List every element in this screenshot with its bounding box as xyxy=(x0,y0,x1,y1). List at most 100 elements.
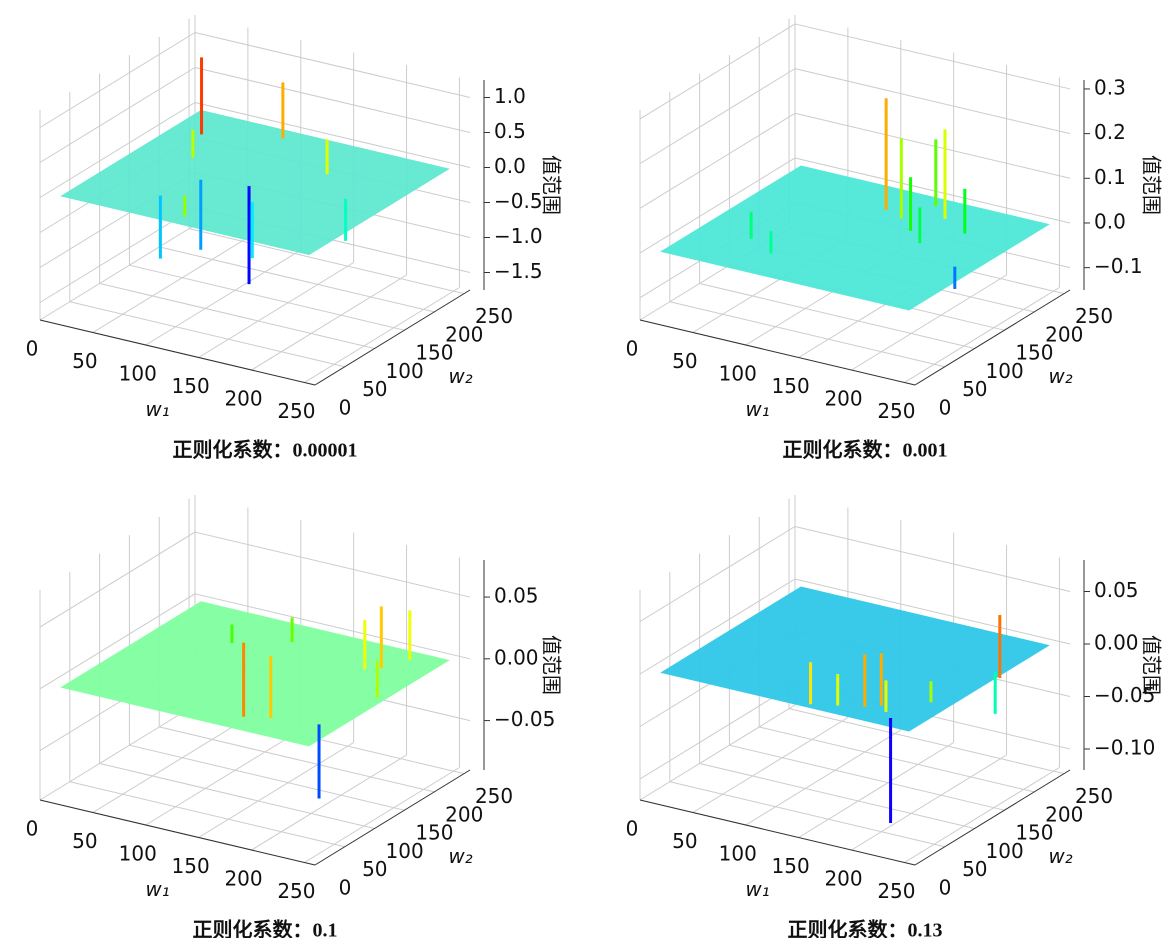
grid-line xyxy=(39,593,196,690)
grid-line xyxy=(798,742,954,838)
x-axis xyxy=(39,799,316,866)
grid-line xyxy=(699,762,975,829)
y-tick-label: 250 xyxy=(1075,784,1113,808)
x-tick-label: 250 xyxy=(877,399,915,423)
z-tick-label: 0.05 xyxy=(1094,578,1139,602)
y-tick-label: 0 xyxy=(939,876,952,900)
grid-line xyxy=(759,726,1035,793)
y-tick-label: 0 xyxy=(939,396,952,420)
grid-line xyxy=(39,67,196,163)
z-axis-label: 值范围 xyxy=(1140,635,1164,695)
y-tick-label: 50 xyxy=(962,377,987,401)
y-tick-label: 200 xyxy=(445,322,483,346)
y-tick-label: 50 xyxy=(362,377,387,401)
x-axis-label: w₁ xyxy=(145,877,169,901)
y-axis xyxy=(314,769,471,866)
z-tick-label: 0.05 xyxy=(494,584,539,608)
grid-line xyxy=(39,102,196,198)
y-tick-label: 200 xyxy=(1045,802,1083,826)
grid-line xyxy=(159,246,435,313)
grid-line xyxy=(729,744,1005,811)
y-tick-label: 150 xyxy=(415,821,453,845)
grid-line xyxy=(39,207,196,303)
x-tick-label: 250 xyxy=(877,879,915,903)
z-tick-label: −1.0 xyxy=(494,224,543,248)
y-axis-label: w₂ xyxy=(448,364,472,388)
grid-line xyxy=(794,578,1071,645)
y-tick-label: 100 xyxy=(986,359,1024,383)
grid-line xyxy=(794,526,1071,592)
grid-line xyxy=(699,282,975,349)
grid-line xyxy=(904,287,1060,383)
x-tick-label: 250 xyxy=(277,399,315,423)
grid-line xyxy=(194,67,471,133)
y-tick-label: 100 xyxy=(386,839,424,863)
z-tick-label: 0.1 xyxy=(1094,165,1126,189)
x-tick-label: 200 xyxy=(224,867,262,891)
grid-line xyxy=(92,237,249,333)
y-axis xyxy=(914,769,1071,866)
y-tick-label: 200 xyxy=(445,802,483,826)
grid-line xyxy=(639,23,796,120)
grid-line xyxy=(794,157,1071,224)
grid-line xyxy=(851,274,1007,371)
grid-line xyxy=(39,224,196,321)
z-tick-label: −0.05 xyxy=(1094,683,1155,707)
z-tick-label: 0.5 xyxy=(494,119,526,143)
grid-line xyxy=(92,717,249,813)
grid-line xyxy=(639,704,796,801)
z-tick-label: 0.2 xyxy=(1094,120,1126,144)
grid-line xyxy=(39,32,196,128)
grid-line xyxy=(794,68,1071,135)
grid-line xyxy=(669,301,945,368)
x-tick-label: 200 xyxy=(824,387,862,411)
y-tick-label: 150 xyxy=(415,341,453,365)
grid-line xyxy=(39,531,196,628)
grid-line xyxy=(304,767,460,863)
x-tick-label: 0 xyxy=(626,817,639,841)
grid-line xyxy=(669,781,945,848)
grid-line xyxy=(99,282,375,349)
y-tick-label: 250 xyxy=(1075,304,1113,328)
x-axis xyxy=(39,319,316,386)
surface xyxy=(660,165,1050,311)
x-tick-label: 50 xyxy=(672,829,697,853)
y-axis xyxy=(314,289,471,386)
grid-line xyxy=(69,301,345,368)
x-tick-label: 100 xyxy=(719,362,757,386)
grid-line xyxy=(794,23,1071,90)
grid-line xyxy=(639,683,796,780)
grid-line xyxy=(145,249,302,346)
z-tick-label: 0.0 xyxy=(494,154,526,178)
grid-line xyxy=(788,708,1065,775)
y-tick-label: 0 xyxy=(339,396,352,420)
grid-line xyxy=(99,762,375,829)
grid-line xyxy=(745,729,902,826)
z-tick-label: −0.1 xyxy=(1094,254,1143,278)
x-tick-label: 150 xyxy=(172,854,210,878)
x-axis-label: w₁ xyxy=(745,397,769,421)
z-tick-label: 0.00 xyxy=(494,645,539,669)
x-tick-label: 50 xyxy=(72,829,97,853)
grid-line xyxy=(251,754,407,851)
z-tick-label: 0.00 xyxy=(1094,631,1139,655)
z-tick-label: 0.0 xyxy=(1094,209,1126,233)
z-tick-label: 0.3 xyxy=(1094,75,1126,99)
x-tick-label: 50 xyxy=(72,349,97,373)
x-tick-label: 0 xyxy=(26,817,39,841)
grid-line xyxy=(251,274,407,371)
grid-line xyxy=(69,781,345,848)
z-tick-label: −0.5 xyxy=(494,189,543,213)
caption: 正则化系数：0.001 xyxy=(783,438,948,462)
x-tick-label: 200 xyxy=(824,867,862,891)
z-axis-label: 值范围 xyxy=(540,635,564,695)
x-tick-label: 50 xyxy=(672,349,697,373)
grid-line xyxy=(639,68,796,165)
x-axis xyxy=(639,799,916,866)
grid-line xyxy=(194,32,471,98)
grid-line xyxy=(794,112,1071,179)
